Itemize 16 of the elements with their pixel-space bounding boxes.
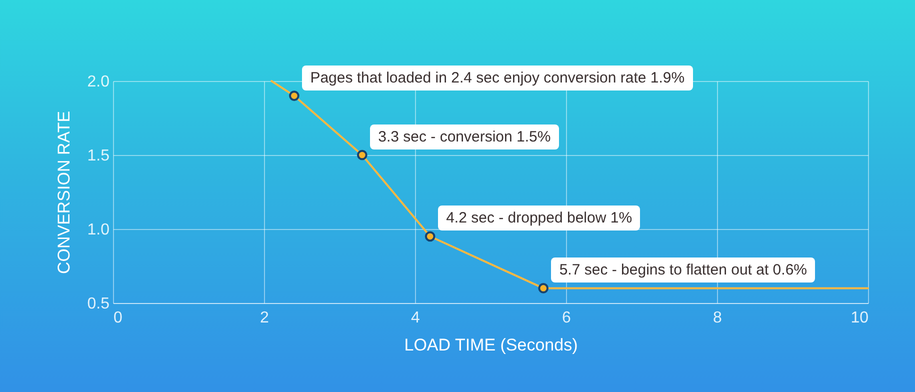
- x-tick-label: 0: [114, 310, 122, 326]
- y-tick-label: 1.0: [87, 222, 110, 238]
- y-tick-label: 1.5: [87, 148, 110, 164]
- annotation: 4.2 sec - dropped below 1%: [438, 206, 640, 231]
- x-tick-label: 6: [562, 310, 572, 326]
- x-tick-label: 8: [713, 310, 722, 326]
- x-tick-label: 2: [260, 310, 270, 326]
- annotation: 5.7 sec - begins to flatten out at 0.6%: [551, 258, 815, 283]
- annotation: Pages that loaded in 2.4 sec enjoy conversion rate 1.9%: [302, 65, 693, 90]
- y-axis-title: CONVERSION RATE: [54, 110, 74, 274]
- x-tick-label: 4: [411, 310, 420, 326]
- y-tick-label: 2.0: [87, 74, 110, 90]
- y-tick-label: 0.5: [87, 296, 110, 312]
- x-axis-title: LOAD TIME (Seconds): [404, 336, 578, 354]
- x-tick-label: 10: [850, 310, 869, 326]
- annotation: 3.3 sec - conversion 1.5%: [370, 124, 559, 150]
